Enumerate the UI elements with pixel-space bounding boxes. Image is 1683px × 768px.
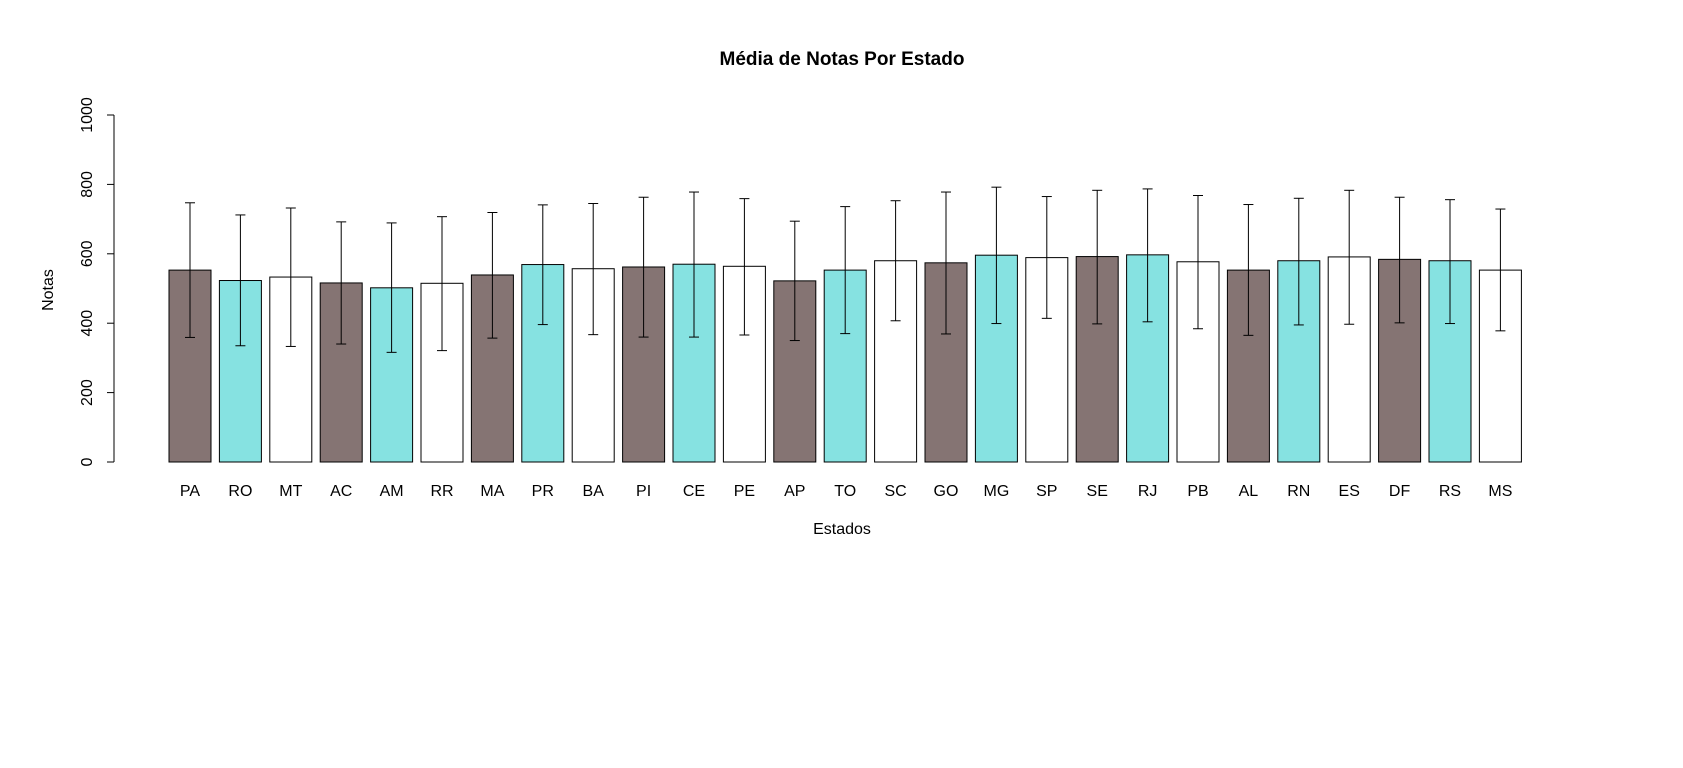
y-tick-label: 800	[79, 171, 96, 198]
category-label-pr: PR	[532, 483, 554, 500]
category-label-ro: RO	[228, 483, 252, 500]
category-label-pa: PA	[180, 483, 200, 500]
chart-title: Média de Notas Por Estado	[720, 49, 965, 70]
category-label-rj: RJ	[1138, 483, 1158, 500]
category-label-sp: SP	[1036, 483, 1057, 500]
category-label-pi: PI	[636, 483, 651, 500]
category-label-se: SE	[1087, 483, 1108, 500]
category-label-am: AM	[380, 483, 404, 500]
y-axis-label: Notas	[40, 269, 57, 311]
category-label-ms: MS	[1488, 483, 1512, 500]
category-label-sc: SC	[884, 483, 906, 500]
y-tick-label: 1000	[79, 97, 96, 133]
y-axis: 0 200 400 600 800 1000	[79, 97, 115, 466]
category-label-to: TO	[834, 483, 856, 500]
bar-pr	[521, 264, 565, 463]
category-label-ce: CE	[683, 483, 705, 500]
category-label-ba: BA	[583, 483, 605, 500]
error-bars-group	[185, 186, 1506, 353]
category-label-go: GO	[934, 483, 959, 500]
category-label-al: AL	[1239, 483, 1259, 500]
bar-es	[1327, 256, 1371, 463]
y-tick-label: 0	[79, 457, 96, 466]
bar-ma	[470, 274, 514, 463]
category-label-mg: MG	[984, 483, 1010, 500]
y-tick-label: 600	[79, 240, 96, 267]
category-label-pe: PE	[734, 483, 755, 500]
category-label-ma: MA	[480, 483, 504, 500]
category-label-rn: RN	[1287, 483, 1310, 500]
category-label-ap: AP	[784, 483, 805, 500]
category-label-mt: MT	[279, 483, 302, 500]
y-tick-label: 400	[79, 310, 96, 337]
y-tick-label: 200	[79, 379, 96, 406]
category-label-pb: PB	[1187, 483, 1208, 500]
category-label-rs: RS	[1439, 483, 1461, 500]
category-label-df: DF	[1389, 483, 1411, 500]
category-label-ac: AC	[330, 483, 352, 500]
x-axis-label: Estados	[813, 521, 871, 538]
category-label-es: ES	[1339, 483, 1360, 500]
category-label-rr: RR	[430, 483, 453, 500]
category-labels: PA RO MT AC AM RR MA PR BA PI CE PE AP TO SC GO MG SP SE RJ…	[180, 483, 1512, 500]
